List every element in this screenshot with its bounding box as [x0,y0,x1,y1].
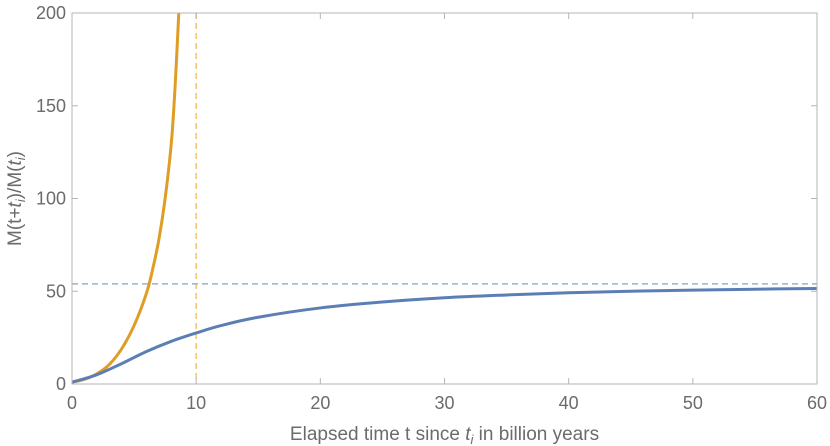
series-line-1 [72,13,181,384]
y-tick-label: 200 [36,3,66,23]
series-lines [72,13,817,384]
x-tick-label: 50 [683,393,703,413]
x-tick-label: 40 [559,393,579,413]
x-axis-label: Elapsed time t since ti in billion years [290,424,599,446]
y-tick-label: 100 [36,189,66,209]
y-ticks: 0 50 100 150 200 [36,3,817,394]
series-line-2 [72,286,817,384]
y-tick-label: 0 [56,374,66,394]
x-tick-label: 20 [310,393,330,413]
y-tick-label: 50 [46,281,66,301]
reference-lines [72,13,817,384]
x-tick-label: 60 [807,393,827,413]
y-tick-label: 150 [36,96,66,116]
x-tick-label: 0 [67,393,77,413]
y-axis-label: M(t+ti)/M(ti) [5,151,28,246]
plot-frame [71,12,818,385]
x-tick-label: 10 [186,393,206,413]
x-tick-label: 30 [434,393,454,413]
x-ticks: 0 10 20 30 40 50 60 [67,13,827,413]
